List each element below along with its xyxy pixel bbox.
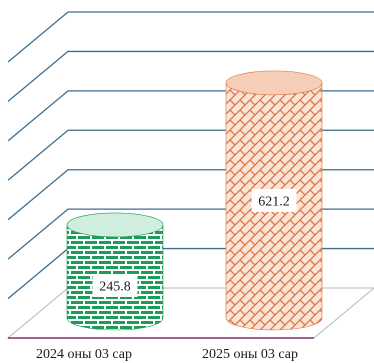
- gridline: [7, 50, 374, 102]
- x-tick-label: 2024 оны 03 сар: [36, 347, 132, 362]
- gridlines: [7, 11, 374, 300]
- bar: 245.8: [66, 212, 164, 331]
- data-label: 621.2: [258, 194, 290, 209]
- data-label-box: [92, 273, 138, 297]
- bars: 245.8 621.2: [66, 70, 323, 331]
- gridline: [7, 11, 374, 63]
- x-tick-label: 2025 оны 03 сар: [202, 347, 298, 362]
- data-label: 245.8: [99, 279, 131, 294]
- bar-top: [225, 70, 323, 96]
- bar-top: [66, 212, 164, 238]
- x-axis-labels: 2024 оны 03 сар 2025 оны 03 сар: [36, 347, 298, 362]
- bar: 621.2: [225, 70, 323, 331]
- data-label-box: [251, 188, 297, 212]
